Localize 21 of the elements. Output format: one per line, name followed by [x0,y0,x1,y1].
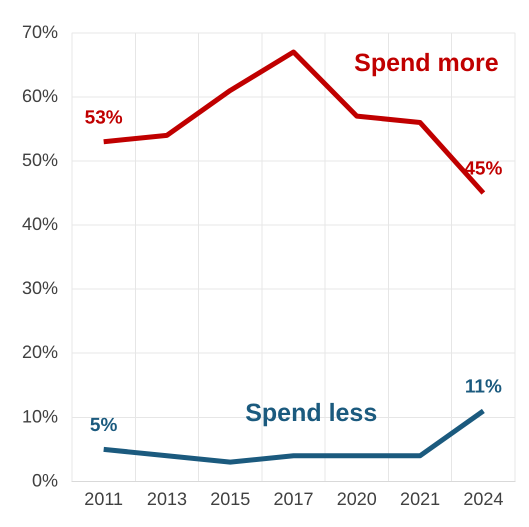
series-label: Spend more [354,49,499,78]
x-tick-label: 2011 [84,489,124,510]
y-tick-label: 70% [22,22,58,42]
y-tick-label: 40% [22,214,58,234]
x-tick-label: 2024 [463,489,504,510]
data-label: 45% [464,158,502,180]
data-label: 5% [90,415,118,436]
x-tick-label: 2017 [273,489,314,510]
y-tick-label: 60% [22,86,58,106]
x-tick-label: 2021 [400,489,440,510]
data-label: 11% [464,376,502,398]
y-tick-label: 0% [32,470,58,490]
x-tick-label: 2015 [210,489,250,510]
x-tick-label: 2020 [336,489,377,510]
series-label: Spend less [245,399,378,427]
y-tick-label: 10% [22,406,58,426]
y-tick-label: 20% [22,342,58,362]
x-tick-label: 2013 [146,489,187,510]
y-tick-label: 30% [22,278,58,298]
data-label: 53% [84,107,123,128]
y-tick-label: 50% [22,150,58,170]
